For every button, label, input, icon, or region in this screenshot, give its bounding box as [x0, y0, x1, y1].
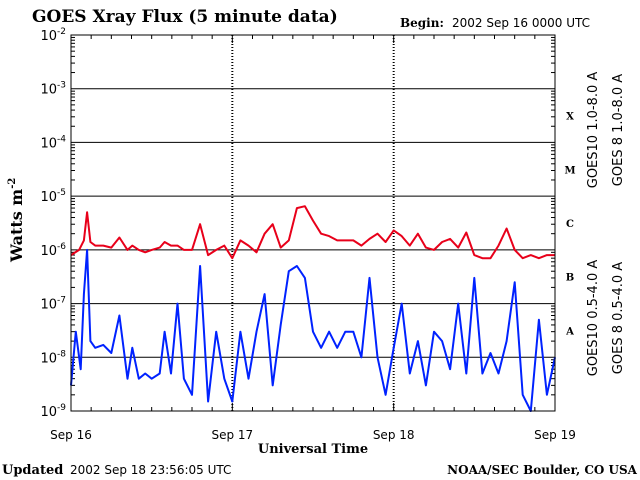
flare-class-label: B [566, 273, 574, 284]
y-tick-exponent: -3 [57, 81, 66, 91]
y-tick-exponent: -7 [57, 296, 66, 306]
y-axis-exponent: -2 [7, 178, 18, 189]
y-tick-label: 10-7 [40, 296, 66, 313]
y-axis-label: Watts m [7, 189, 26, 263]
flare-class-label: X [566, 112, 574, 123]
begin-value: 2002 Sep 16 0000 UTC [452, 16, 590, 30]
series-line [70, 248, 556, 412]
flare-class-label: A [565, 326, 574, 337]
y-tick-label: 10-9 [40, 403, 66, 420]
plot-frame [70, 34, 556, 412]
y-tick-exponent: -9 [57, 403, 66, 413]
legend-entry: GOES10 1.0-8.0 A [586, 72, 601, 189]
flare-class-label: M [564, 165, 575, 176]
updated-value: 2002 Sep 18 23:56:05 UTC [70, 463, 231, 477]
legend-entry: GOES10 0.5-4.0 A [586, 260, 601, 377]
y-tick-base: 10 [40, 298, 57, 313]
x-tick-label: Sep 18 [373, 428, 415, 442]
series-line [70, 205, 555, 260]
updated-label: Updated [2, 463, 63, 478]
y-tick-base: 10 [40, 136, 57, 151]
begin-label: Begin: [400, 16, 444, 30]
data-series [70, 205, 556, 412]
legend-entry: GOES 8 0.5-4.0 A [611, 262, 626, 374]
y-tick-labels: 10-210-310-410-510-610-710-810-9 [40, 27, 66, 420]
x-tick-labels: Sep 16 Sep 17 Sep 18 Sep 19 [50, 428, 576, 442]
legend: GOES10 1.0-8.0 A GOES 8 1.0-8.0 A GOES10 0… [586, 72, 626, 377]
y-tick-label: 10-5 [40, 188, 66, 205]
y-tick-label: 10-6 [40, 242, 66, 259]
y-tick-base: 10 [40, 244, 57, 259]
y-tick-base: 10 [40, 83, 57, 98]
y-tick-base: 10 [40, 351, 57, 366]
y-tick-label: 10-3 [40, 81, 66, 98]
y-tick-exponent: -4 [57, 134, 66, 144]
x-tick-label: Sep 19 [534, 428, 576, 442]
y-tick-label: 10-8 [40, 349, 66, 366]
x-axis-label: Universal Time [258, 442, 368, 457]
axis-ticks [70, 35, 556, 411]
y-tick-base: 10 [40, 190, 57, 205]
y-tick-exponent: -6 [57, 242, 66, 252]
grid-lines [71, 35, 555, 411]
flare-class-label: C [566, 219, 574, 230]
y-tick-label: 10-4 [40, 134, 66, 151]
y-tick-exponent: -2 [57, 27, 66, 37]
x-tick-label: Sep 16 [50, 428, 92, 442]
y-tick-base: 10 [40, 29, 57, 44]
y-tick-exponent: -8 [57, 349, 66, 359]
y-axis-title: Watts m-2 [7, 178, 26, 263]
y-tick-exponent: -5 [57, 188, 66, 198]
x-tick-label: Sep 17 [211, 428, 253, 442]
flare-class-labels: X M C B A [564, 112, 575, 338]
svg-text:Watts m-2: Watts m-2 [7, 178, 26, 263]
y-tick-base: 10 [40, 405, 57, 420]
credit-text: NOAA/SEC Boulder, CO USA [447, 463, 638, 477]
y-tick-label: 10-2 [40, 27, 66, 44]
legend-entry: GOES 8 1.0-8.0 A [611, 74, 626, 186]
chart-title: GOES Xray Flux (5 minute data) [32, 7, 338, 27]
